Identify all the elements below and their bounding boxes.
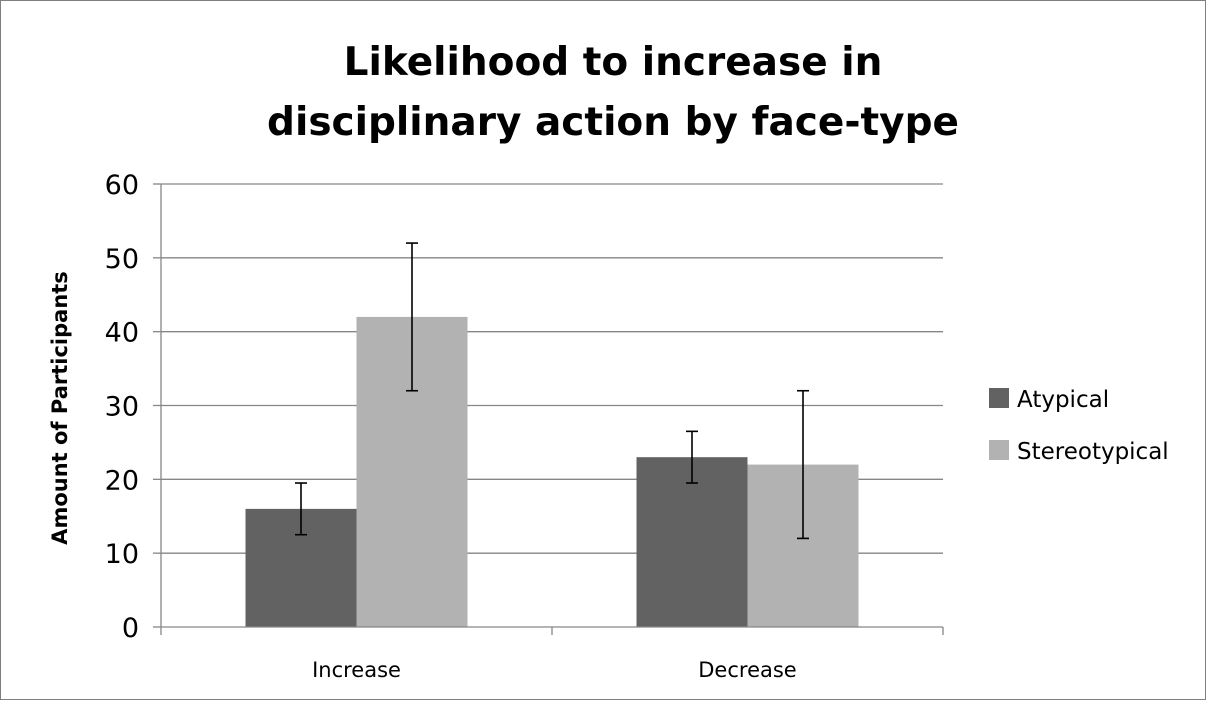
y-tick-label-30: 30 [105, 392, 139, 423]
y-tick-label-50: 50 [105, 244, 139, 275]
y-tick-label-10: 10 [105, 539, 139, 570]
axes [153, 183, 944, 635]
x-tick-label-increase: Increase [312, 658, 401, 682]
legend-item-stereotypical: Stereotypical [989, 439, 1169, 465]
chart-title-line-1: Likelihood to increase in [344, 40, 883, 85]
error-bar-stereotypical-increase [406, 242, 418, 392]
y-tick-label-0: 0 [122, 613, 139, 644]
legend-item-atypical: Atypical [989, 387, 1109, 413]
chart-title: Likelihood to increase in disciplinary a… [267, 40, 959, 145]
legend-label-atypical: Atypical [1017, 387, 1109, 413]
error-bar-stereotypical-decrease [797, 389, 809, 540]
y-axis-label: Amount of Participants [48, 271, 72, 545]
bar-atypical-decrease [636, 457, 748, 627]
y-tick-label-20: 20 [105, 465, 139, 496]
legend-swatch-atypical [989, 388, 1009, 408]
x-tick-labels: Increase Decrease [312, 658, 797, 682]
y-tick-labels: 0 10 20 30 40 50 60 [105, 170, 139, 644]
error-bars [295, 242, 809, 540]
error-bar-atypical-increase [295, 482, 307, 536]
legend-swatch-stereotypical [989, 440, 1009, 460]
legend-label-stereotypical: Stereotypical [1017, 439, 1169, 465]
chart-title-line-2: disciplinary action by face-type [267, 100, 959, 145]
bars [245, 316, 859, 627]
y-tick-label-40: 40 [105, 318, 139, 349]
y-tick-label-60: 60 [105, 170, 139, 201]
x-tick-label-decrease: Decrease [698, 658, 796, 682]
error-bar-atypical-decrease [686, 430, 698, 484]
legend: Atypical Stereotypical [989, 387, 1169, 465]
